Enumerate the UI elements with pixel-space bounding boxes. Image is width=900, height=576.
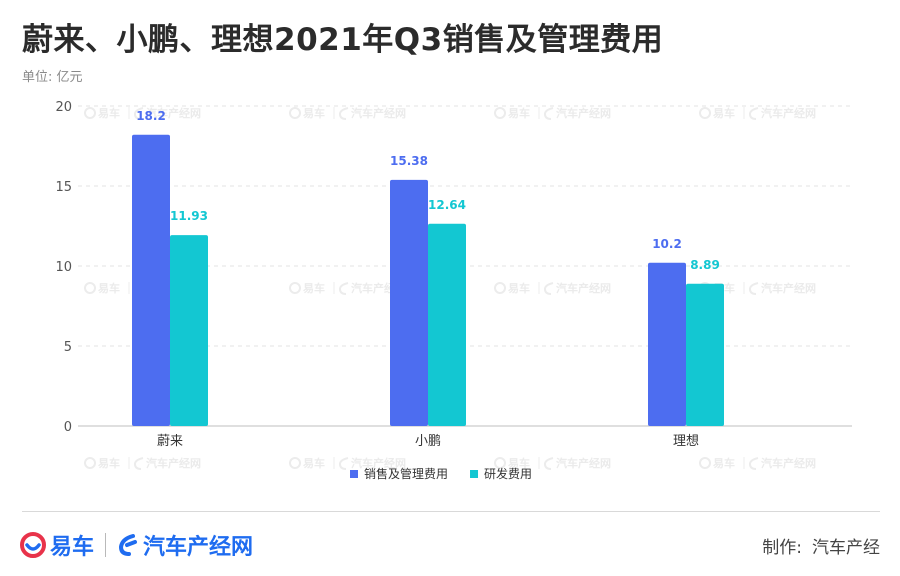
y-tick-label: 10	[55, 260, 72, 275]
watermark-logo-icon	[338, 457, 349, 470]
watermark-text: 易车	[713, 456, 735, 470]
watermark-logo-icon	[84, 282, 96, 294]
watermark-logo-icon	[494, 282, 506, 294]
watermark-logo-icon	[338, 282, 349, 295]
watermark-logo-icon	[543, 282, 554, 295]
watermark-logo-icon	[748, 457, 759, 470]
bar	[428, 223, 466, 426]
watermark-logo-icon	[289, 282, 301, 294]
watermark-text: 易车	[303, 281, 325, 295]
watermark-logo-icon	[289, 107, 301, 119]
bar	[132, 134, 170, 427]
bar	[390, 179, 428, 426]
bar	[648, 262, 686, 426]
watermark-text: 汽车产经网	[556, 281, 611, 295]
data-label: 8.89	[690, 258, 720, 272]
watermark-logo-icon	[84, 457, 96, 469]
watermark-text: 汽车产经网	[761, 106, 816, 120]
data-label: 15.38	[390, 154, 428, 168]
watermark-text: 易车	[303, 106, 325, 120]
watermark-logo-icon	[543, 107, 554, 120]
watermark-text: 汽车产经网	[556, 106, 611, 120]
x-tick-label: 理想	[673, 433, 699, 449]
yiche-logo-text: 易车	[50, 535, 95, 560]
credit-label: 制作:	[762, 538, 802, 558]
watermark-text: 易车	[98, 456, 120, 470]
watermark-text: 汽车产经网	[556, 456, 611, 470]
watermark-text: 汽车产经网	[761, 456, 816, 470]
legend-label: 销售及管理费用	[364, 466, 448, 481]
watermark-text: 汽车产经网	[761, 281, 816, 295]
watermark-text: 汽车产经网	[351, 106, 406, 120]
watermark-logo-icon	[699, 457, 711, 469]
x-tick-label: 蔚来	[157, 434, 183, 449]
data-label: 12.64	[428, 198, 466, 212]
credit: 制作: 汽车产经	[762, 533, 880, 558]
qichechanjing-logo: 汽车产经网	[117, 529, 253, 561]
watermark-logo-icon	[133, 457, 144, 470]
bar	[686, 283, 724, 426]
bar-chart: 易车汽车产经网易车汽车产经网易车汽车产经网易车汽车产经网易车汽车产经网易车汽车产…	[55, 100, 852, 481]
unit-label: 单位: 亿元	[22, 70, 83, 85]
watermark-logo-icon	[699, 107, 711, 119]
watermark-logo-icon	[494, 457, 506, 469]
watermark-logo-icon	[494, 107, 506, 119]
y-tick-label: 5	[64, 340, 72, 355]
qichechanjing-logo-text: 汽车产经网	[143, 535, 254, 560]
footer-logo: 易车 汽车产经网	[20, 528, 253, 562]
watermark-text: 易车	[98, 281, 120, 295]
watermark-text: 汽车产经网	[146, 106, 201, 120]
watermark-logo-icon	[748, 107, 759, 120]
x-tick-label: 小鹏	[415, 434, 441, 449]
chart-title: 蔚来、小鹏、理想2021年Q3销售及管理费用	[22, 22, 664, 58]
bar	[170, 235, 208, 426]
watermark-text: 易车	[508, 106, 530, 120]
legend-label: 研发费用	[484, 466, 532, 481]
watermark-text: 易车	[98, 106, 120, 120]
watermark-logo-icon	[84, 107, 96, 119]
qichechanjing-logo-icon	[119, 534, 138, 556]
credit-value: 汽车产经	[812, 538, 880, 558]
data-label: 18.2	[136, 109, 166, 123]
watermark-text: 易车	[508, 281, 530, 295]
data-label: 11.93	[170, 209, 208, 223]
y-tick-label: 15	[55, 180, 72, 195]
watermark-text: 易车	[303, 456, 325, 470]
yiche-logo-icon	[20, 532, 46, 558]
logo-separator	[105, 533, 107, 557]
watermark-logo-icon	[133, 107, 144, 120]
watermark-text: 汽车产经网	[146, 456, 201, 470]
data-label: 10.2	[652, 237, 682, 251]
watermark-text: 易车	[508, 456, 530, 470]
y-tick-label: 20	[55, 100, 72, 115]
watermark-text: 易车	[713, 106, 735, 120]
footer-divider	[22, 511, 880, 512]
watermark-text: 汽车产经网	[351, 456, 406, 470]
watermark-logo-icon	[543, 457, 554, 470]
watermark-logo-icon	[289, 457, 301, 469]
watermark-logo-icon	[338, 107, 349, 120]
legend-swatch	[470, 470, 479, 478]
legend-swatch	[350, 470, 358, 478]
yiche-logo: 易车	[20, 529, 94, 561]
y-tick-label: 0	[64, 420, 72, 435]
watermark-logo-icon	[748, 282, 759, 295]
